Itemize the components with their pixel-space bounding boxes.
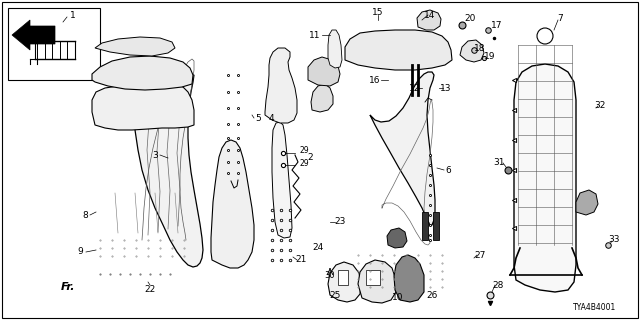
Polygon shape (308, 57, 340, 86)
Text: 18: 18 (474, 44, 486, 52)
Text: 10: 10 (392, 293, 404, 302)
Polygon shape (272, 122, 292, 238)
Polygon shape (92, 83, 194, 130)
Text: 6: 6 (445, 165, 451, 174)
Text: 3: 3 (152, 150, 158, 159)
Text: 21: 21 (295, 255, 307, 265)
Polygon shape (576, 190, 598, 215)
Text: 12: 12 (410, 84, 420, 92)
Polygon shape (328, 262, 361, 302)
Text: 7: 7 (557, 13, 563, 22)
Text: TYA4B4001: TYA4B4001 (573, 303, 616, 313)
Polygon shape (387, 228, 407, 248)
Text: 26: 26 (426, 291, 438, 300)
Polygon shape (460, 40, 484, 62)
Text: 2: 2 (307, 153, 313, 162)
Text: 5: 5 (255, 114, 261, 123)
Polygon shape (345, 30, 452, 70)
Text: 33: 33 (608, 236, 620, 244)
Text: 14: 14 (424, 11, 436, 20)
Text: 29: 29 (299, 146, 309, 155)
Text: 29: 29 (299, 158, 309, 167)
Text: 24: 24 (312, 244, 324, 252)
Text: 9: 9 (77, 247, 83, 257)
Polygon shape (370, 72, 435, 226)
Text: 13: 13 (440, 84, 452, 92)
Polygon shape (394, 255, 424, 302)
Text: 23: 23 (334, 218, 346, 227)
Text: 31: 31 (493, 157, 505, 166)
Polygon shape (422, 212, 428, 240)
Polygon shape (130, 75, 203, 267)
Text: 19: 19 (484, 52, 496, 60)
Text: 17: 17 (492, 20, 503, 29)
Polygon shape (366, 270, 380, 285)
Polygon shape (8, 8, 100, 80)
Polygon shape (514, 64, 576, 292)
Polygon shape (95, 37, 175, 56)
Text: 16: 16 (369, 76, 381, 84)
Text: 22: 22 (145, 285, 156, 294)
Polygon shape (358, 260, 396, 303)
Text: 25: 25 (330, 291, 340, 300)
Text: 15: 15 (372, 7, 384, 17)
Polygon shape (328, 30, 342, 68)
Polygon shape (433, 212, 439, 240)
Polygon shape (92, 56, 193, 90)
Text: 27: 27 (474, 251, 486, 260)
Polygon shape (211, 140, 254, 268)
Polygon shape (417, 10, 441, 30)
Polygon shape (12, 20, 55, 50)
Text: Fr.: Fr. (61, 282, 76, 292)
Text: 8: 8 (82, 211, 88, 220)
Text: 4: 4 (268, 114, 274, 123)
Text: 30: 30 (324, 270, 335, 279)
Polygon shape (338, 270, 348, 285)
Text: 28: 28 (492, 281, 504, 290)
Text: 1: 1 (70, 11, 76, 20)
Polygon shape (265, 48, 297, 123)
Text: 20: 20 (464, 13, 476, 22)
Text: 32: 32 (595, 100, 605, 109)
Text: 11: 11 (309, 30, 321, 39)
Polygon shape (311, 84, 333, 112)
